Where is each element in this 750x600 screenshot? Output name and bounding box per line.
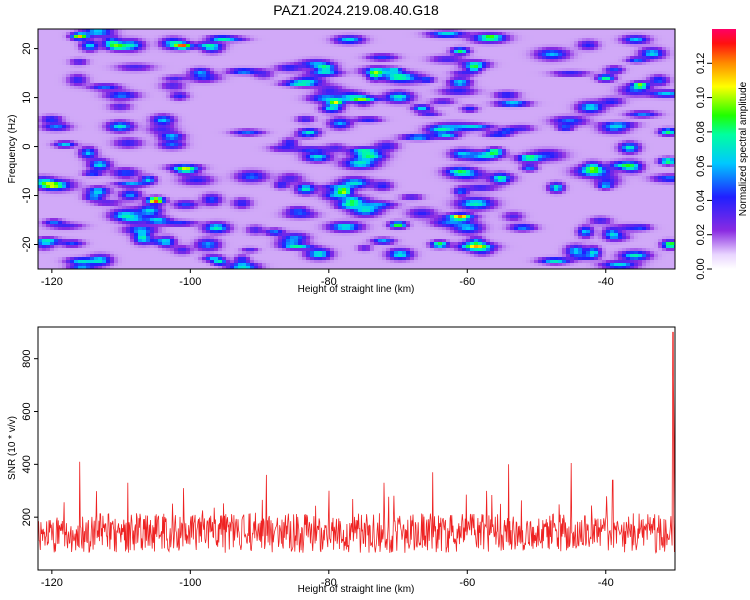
heatmap-y-tick-label: 10 xyxy=(21,91,33,103)
colorbar-tick-label: 0.08 xyxy=(695,121,707,142)
snr-y-label: SNR (10 * v/v) xyxy=(7,416,18,480)
colorbar-tick-label: 0.00 xyxy=(695,258,707,279)
heatmap-y-tick-label: 0 xyxy=(21,143,33,149)
colorbar-ticks: 0.00 0.02 0.04 0.06 0.08 0.10 0.12 xyxy=(695,53,712,280)
heatmap-y-ticks: -20 -10 0 10 20 xyxy=(21,42,38,252)
heatmap-y-tick-label: -20 xyxy=(21,237,33,253)
snr-y-tick-label: 600 xyxy=(21,402,33,420)
snr-x-ticks: -120 -100 -80 -60 -40 xyxy=(41,570,614,589)
heatmap-x-tick-label: -60 xyxy=(459,276,475,288)
heatmap-y-label: Frequency (Hz) xyxy=(7,115,18,184)
snr-panel: -120 -100 -80 -60 -40 200 400 600 800 Height of… xyxy=(7,326,676,595)
snr-x-tick-label: -120 xyxy=(41,577,63,589)
heatmap-x-label: Height of straight line (km) xyxy=(298,284,415,295)
colorbar-tick-label: 0.12 xyxy=(695,53,707,74)
snr-series-line xyxy=(38,331,675,554)
snr-y-tick-label: 800 xyxy=(21,350,33,368)
snr-x-tick-label: -40 xyxy=(598,577,614,589)
snr-x-label: Height of straight line (km) xyxy=(298,584,415,595)
snr-x-tick-label: -100 xyxy=(179,577,201,589)
colorbar-tick-label: 0.10 xyxy=(695,87,707,108)
heatmap-cells xyxy=(38,29,675,269)
colorbar-label: Normalized spectral amplitude xyxy=(738,81,749,216)
heatmap-frame xyxy=(37,28,676,270)
colorbar-gradient xyxy=(712,29,736,269)
heatmap-x-ticks: -120 -100 -80 -60 -40 xyxy=(41,269,614,288)
colorbar-tick-label: 0.06 xyxy=(695,155,707,176)
heatmap-y-tick-label: -10 xyxy=(21,188,33,204)
heatmap-y-tick-label: 20 xyxy=(21,42,33,54)
snr-y-tick-label: 400 xyxy=(21,455,33,473)
colorbar-tick-label: 0.04 xyxy=(695,190,707,211)
heatmap-x-tick-label: -120 xyxy=(41,276,63,288)
snr-frame xyxy=(37,326,676,571)
heatmap-x-tick-label: -100 xyxy=(179,276,201,288)
figure-title: PAZ1.2024.219.08.40.G18 xyxy=(273,2,439,18)
colorbar: 0.00 0.02 0.04 0.06 0.08 0.10 0.12 Normalized … xyxy=(695,29,749,280)
heatmap-x-tick-label: -80 xyxy=(321,276,337,288)
snr-x-tick-label: -80 xyxy=(321,577,337,589)
heatmap-x-tick-label: -40 xyxy=(598,276,614,288)
snr-y-ticks: 200 400 600 800 xyxy=(21,350,38,526)
snr-y-tick-label: 200 xyxy=(21,508,33,526)
colorbar-tick-label: 0.02 xyxy=(695,224,707,245)
snr-x-tick-label: -60 xyxy=(459,577,475,589)
